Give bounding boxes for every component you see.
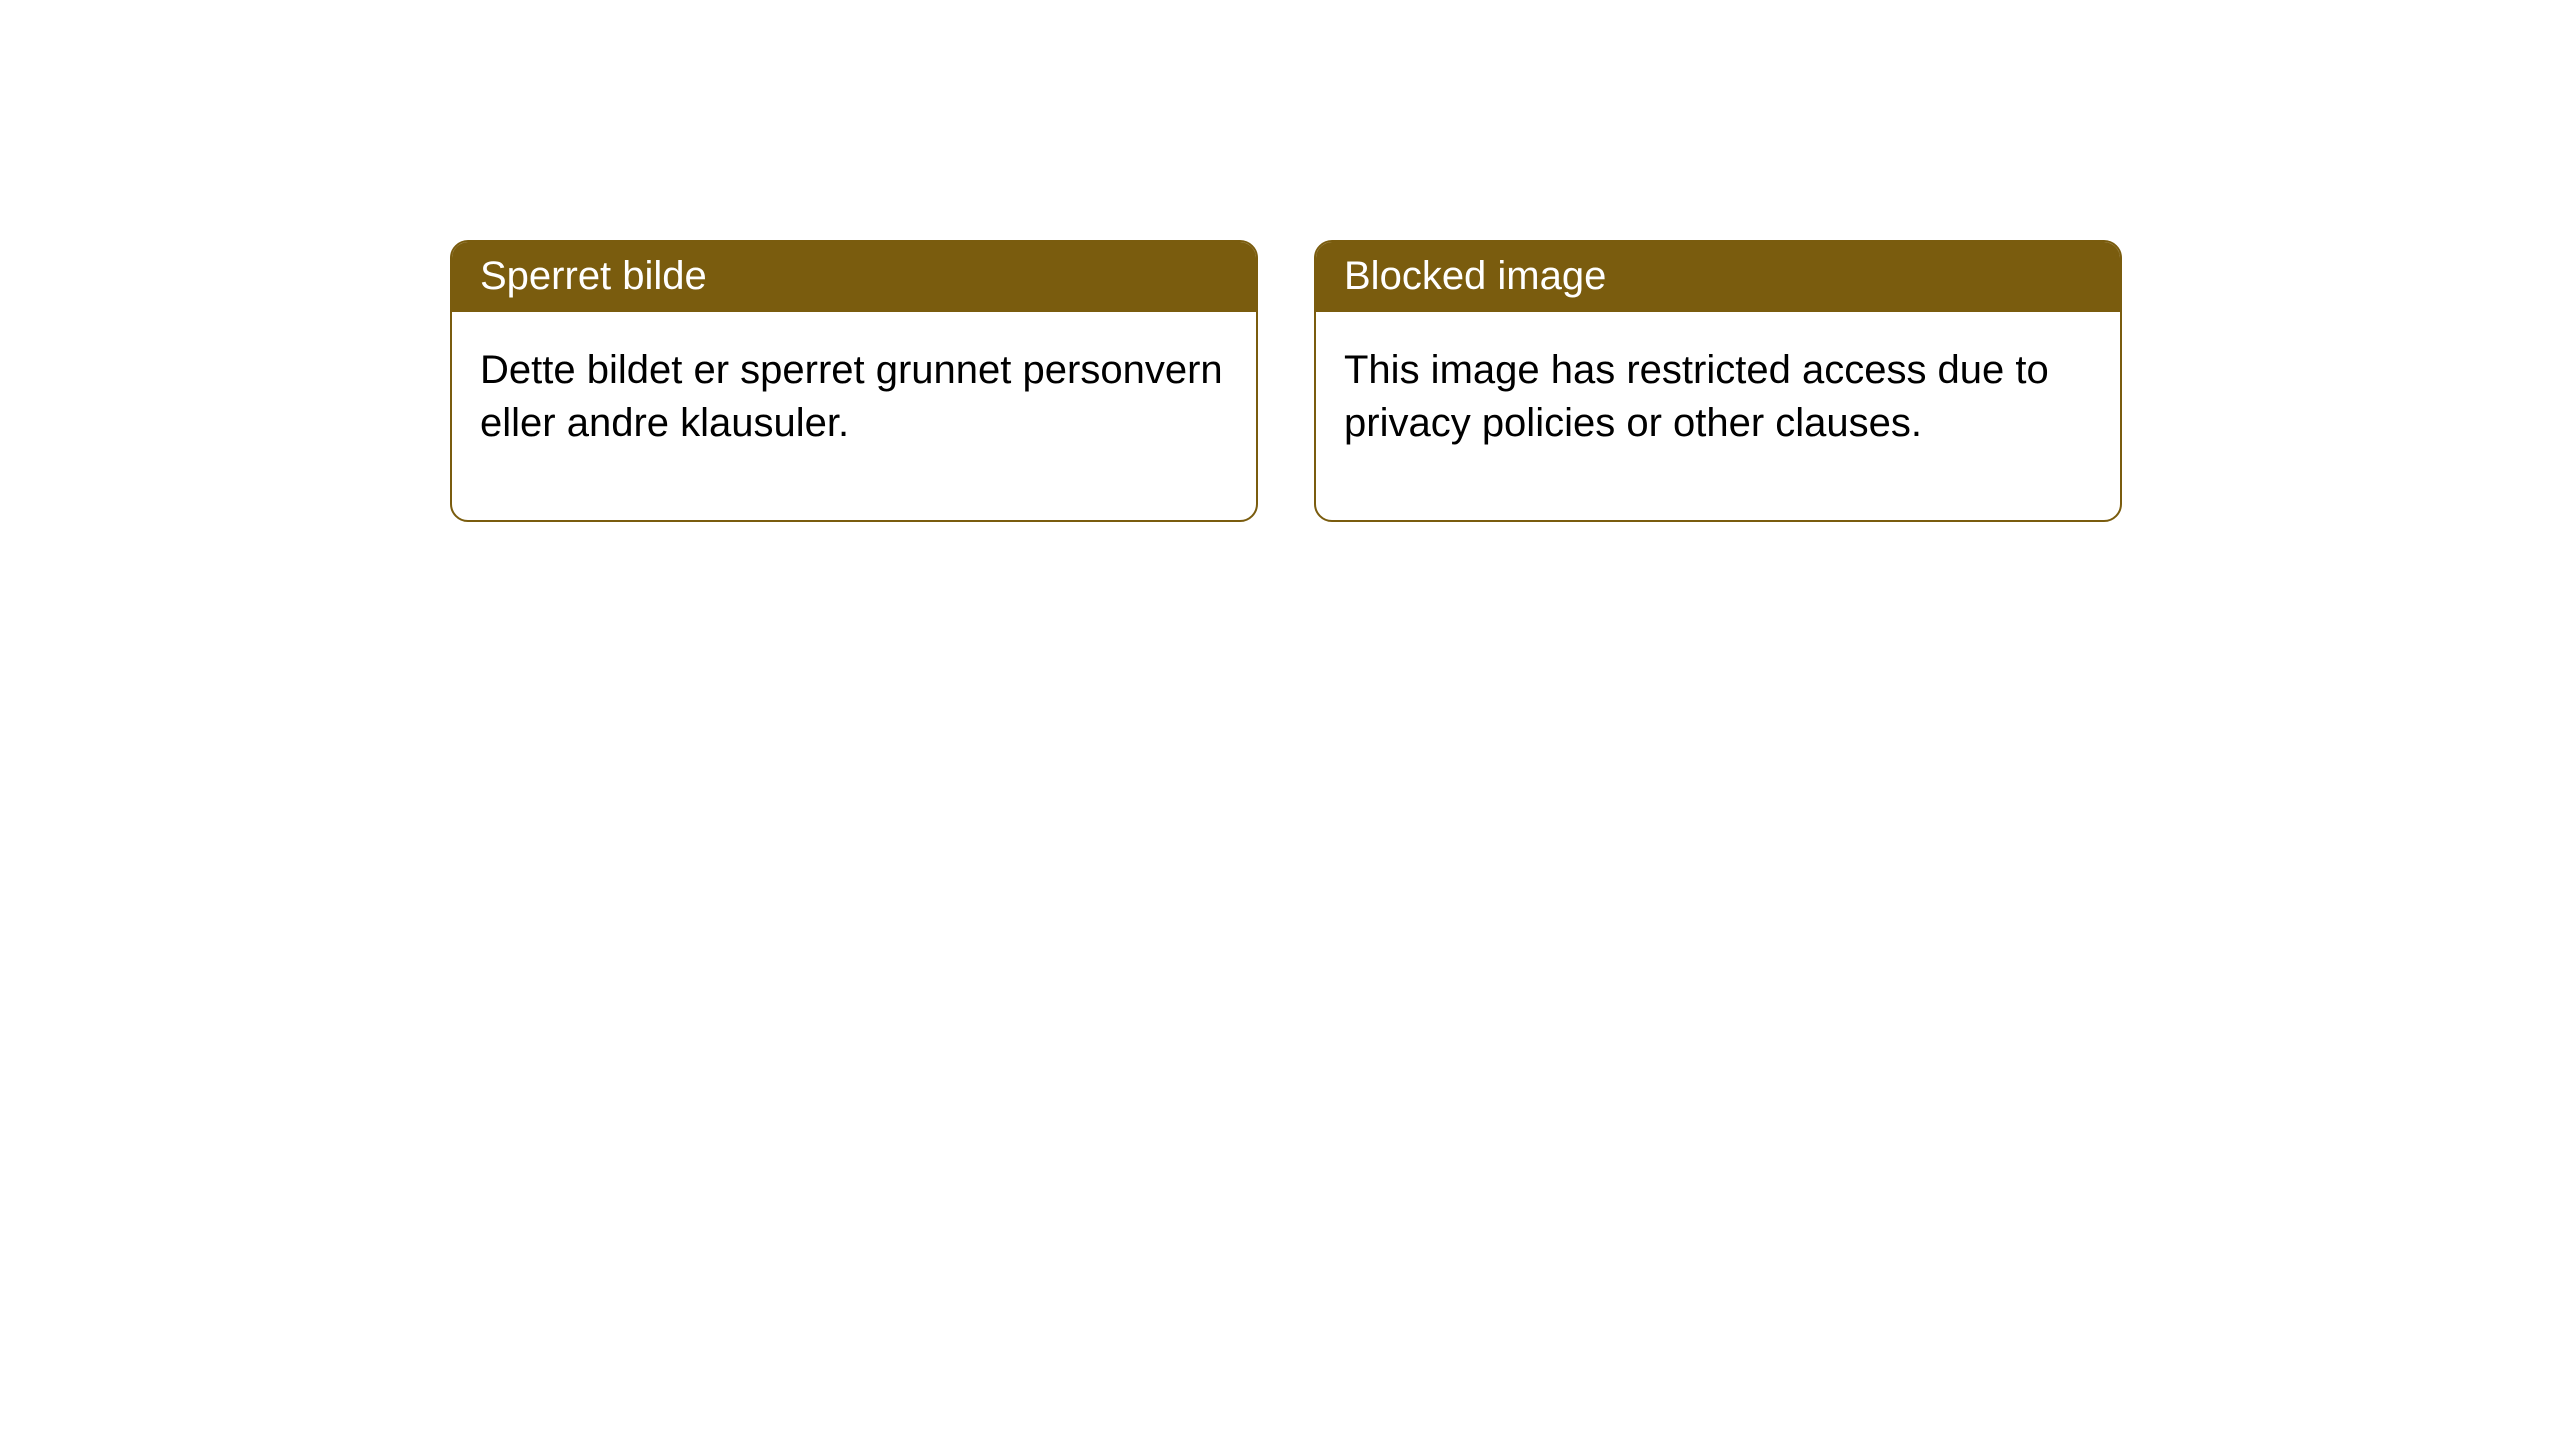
notice-title-en: Blocked image — [1316, 242, 2120, 312]
notice-title-no: Sperret bilde — [452, 242, 1256, 312]
notice-container: Sperret bilde Dette bildet er sperret gr… — [0, 0, 2560, 522]
notice-body-en: This image has restricted access due to … — [1316, 312, 2120, 520]
notice-card-no: Sperret bilde Dette bildet er sperret gr… — [450, 240, 1258, 522]
notice-card-en: Blocked image This image has restricted … — [1314, 240, 2122, 522]
notice-body-no: Dette bildet er sperret grunnet personve… — [452, 312, 1256, 520]
